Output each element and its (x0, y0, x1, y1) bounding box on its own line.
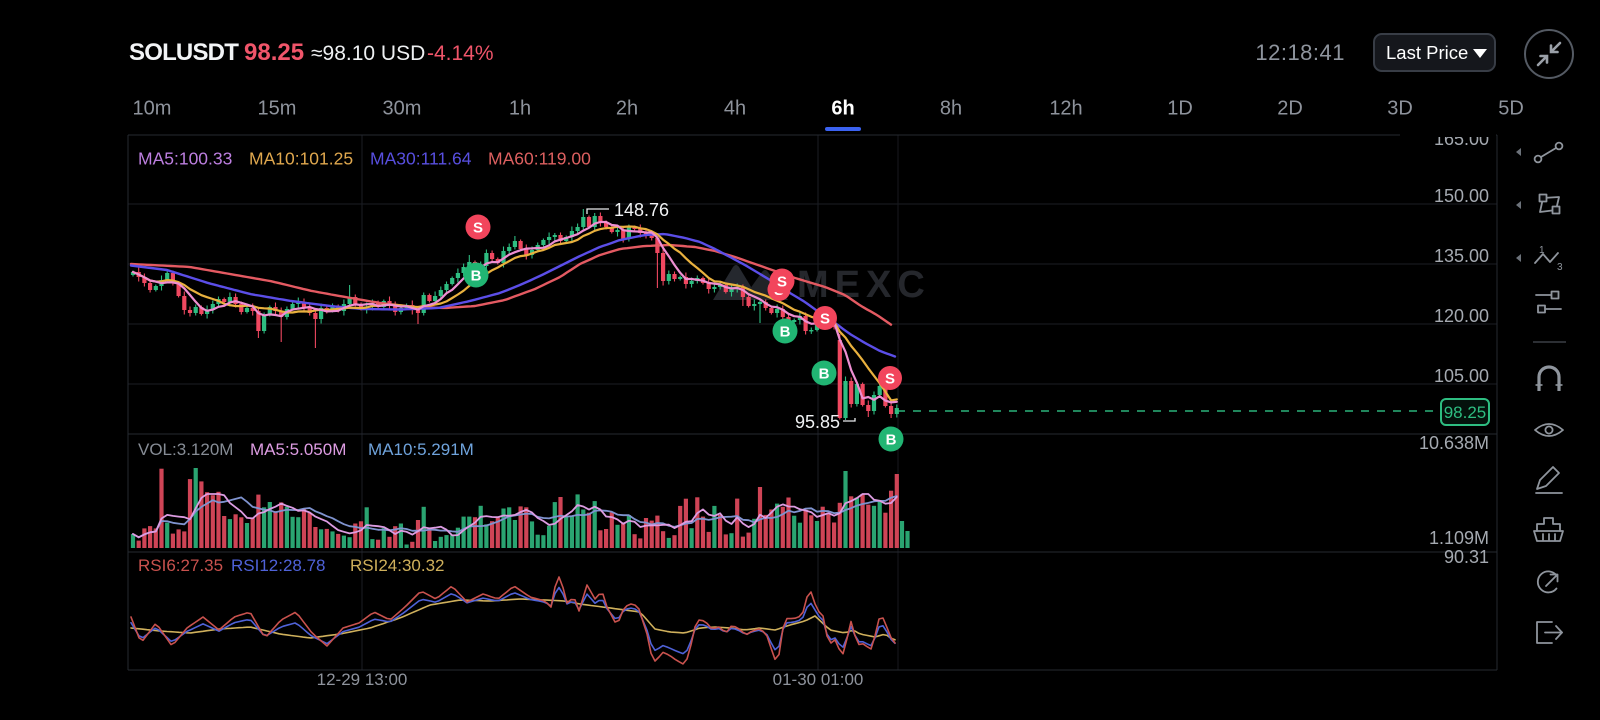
svg-text:RSI24:30.32: RSI24:30.32 (350, 556, 445, 575)
svg-text:1.109M: 1.109M (1429, 528, 1489, 548)
svg-text:B: B (471, 268, 482, 285)
svg-text:RSI6:27.35: RSI6:27.35 (138, 556, 223, 575)
svg-text:98.25: 98.25 (1444, 403, 1487, 422)
svg-text:135.00: 135.00 (1434, 246, 1489, 266)
svg-text:B: B (886, 432, 897, 449)
svg-text:10.638M: 10.638M (1419, 433, 1489, 453)
svg-text:VOL:3.120M: VOL:3.120M (138, 440, 233, 459)
svg-text:MA5:5.050M: MA5:5.050M (250, 440, 346, 459)
svg-text:1: 1 (1539, 245, 1545, 256)
svg-text:105.00: 105.00 (1434, 366, 1489, 386)
svg-text:150.00: 150.00 (1434, 186, 1489, 206)
svg-text:S: S (777, 274, 787, 291)
svg-text:148.76: 148.76 (614, 200, 669, 220)
svg-text:B: B (819, 366, 830, 383)
svg-text:3: 3 (1557, 262, 1563, 273)
svg-text:95.85: 95.85 (795, 412, 840, 432)
svg-text:S: S (473, 220, 483, 237)
svg-text:S: S (820, 311, 830, 328)
svg-text:120.00: 120.00 (1434, 306, 1489, 326)
svg-text:01-30 01:00: 01-30 01:00 (773, 670, 864, 689)
svg-text:90.31: 90.31 (1444, 547, 1489, 567)
svg-text:12-29 13:00: 12-29 13:00 (317, 670, 408, 689)
svg-text:S: S (885, 371, 895, 388)
svg-text:RSI12:28.78: RSI12:28.78 (231, 556, 326, 575)
svg-text:B: B (780, 324, 791, 341)
svg-text:MA10:5.291M: MA10:5.291M (368, 440, 474, 459)
